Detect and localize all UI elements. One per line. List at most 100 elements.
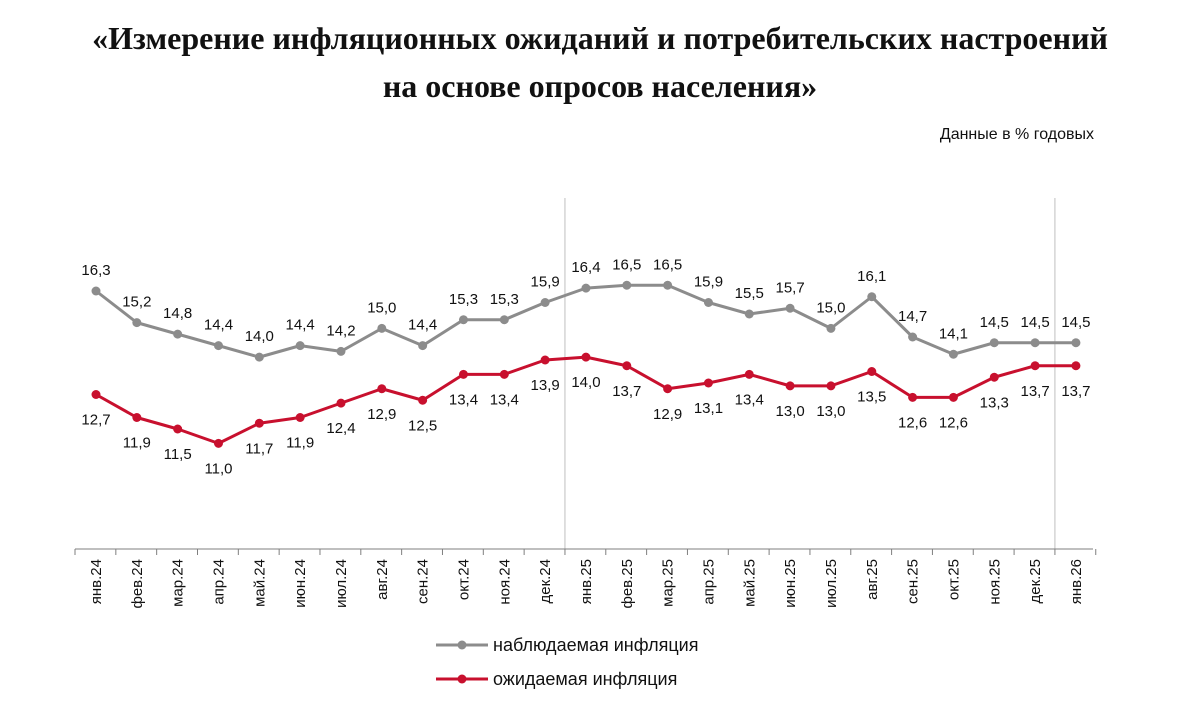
data-point [213, 438, 223, 448]
legend-label: ожидаемая инфляция [493, 669, 677, 689]
data-point [989, 338, 999, 348]
data-point [1071, 338, 1081, 348]
data-point [173, 329, 183, 339]
data-label: 11,7 [245, 440, 273, 457]
legend-swatch-marker [457, 674, 467, 684]
data-point [1030, 338, 1040, 348]
data-label: 15,3 [449, 291, 478, 308]
data-point [744, 309, 754, 319]
data-label: 13,0 [776, 403, 805, 420]
x-tick-label: авг.24 [374, 559, 391, 600]
data-label: 11,9 [123, 435, 151, 452]
data-point [295, 413, 305, 422]
x-tick-label: мар.24 [170, 559, 187, 607]
data-label: 15,5 [735, 285, 764, 302]
data-point [91, 390, 101, 399]
data-point [132, 318, 142, 328]
x-tick-label: фев.25 [619, 559, 636, 609]
data-point [622, 361, 632, 371]
data-label: 13,7 [1061, 383, 1090, 400]
data-label: 16,4 [571, 259, 600, 276]
x-tick-label: янв.25 [578, 559, 595, 604]
chart-title-line-2: на основе опросов населения» [382, 68, 818, 104]
data-point [744, 369, 754, 379]
data-label: 14,2 [326, 322, 355, 339]
data-label: 12,9 [653, 406, 682, 423]
legend: наблюдаемая инфляция ожидаемая инфляция [436, 635, 699, 689]
x-tick-label: мар.25 [660, 559, 677, 607]
data-label: 12,4 [326, 420, 355, 437]
data-point [418, 341, 428, 351]
x-axis-labels: янв.24 фев.24 мар.24 апр.24 май.24 июн.24 июл.… [88, 559, 1085, 609]
data-point [458, 315, 468, 325]
data-label: 14,5 [1020, 314, 1049, 331]
data-label: 14,4 [408, 317, 437, 334]
data-label: 11,0 [204, 460, 232, 477]
data-label: 12,6 [898, 414, 927, 431]
data-point [785, 303, 795, 313]
data-point [948, 349, 958, 359]
data-point [581, 283, 591, 293]
data-label: 14,1 [939, 325, 968, 342]
data-point [336, 346, 346, 356]
x-tick-label: сен.25 [905, 559, 922, 604]
period-separators [564, 198, 1056, 549]
data-label: 14,4 [286, 317, 315, 334]
x-tick-label: авг.25 [864, 559, 881, 600]
x-tick-label: май.24 [251, 559, 268, 607]
x-tick-label: окт.25 [945, 559, 962, 600]
data-label: 12,9 [367, 406, 396, 423]
data-point [295, 341, 305, 351]
data-point [908, 332, 918, 342]
data-point [540, 298, 550, 307]
data-point [499, 315, 509, 325]
data-point [91, 286, 101, 296]
data-point [826, 381, 836, 391]
data-point [132, 413, 142, 422]
data-label: 13,5 [857, 389, 886, 406]
data-point [1030, 361, 1040, 371]
x-tick-label: июл.25 [823, 559, 840, 608]
data-point [336, 398, 346, 408]
data-label: 13,0 [816, 403, 845, 420]
series-line [95, 355, 1076, 445]
data-point [540, 355, 550, 365]
x-tick-label: окт.24 [455, 559, 472, 600]
data-label: 13,7 [612, 383, 641, 400]
data-label: 13,7 [1020, 383, 1049, 400]
x-tick-label: ноя.24 [496, 559, 513, 605]
data-label: 13,4 [735, 391, 764, 408]
data-point [581, 352, 591, 362]
data-point [1071, 361, 1081, 371]
data-point [703, 298, 713, 307]
data-label: 12,6 [939, 414, 968, 431]
x-tick-label: апр.25 [700, 559, 717, 605]
data-label: 16,3 [81, 262, 110, 279]
series-line [95, 283, 1076, 359]
data-point [908, 392, 918, 402]
data-label: 15,0 [367, 299, 396, 316]
data-label: 15,9 [531, 274, 560, 291]
data-point [254, 352, 264, 362]
legend-swatch-marker [457, 640, 467, 650]
data-label: 13,3 [980, 394, 1009, 411]
x-tick-label: сен.24 [415, 559, 432, 604]
data-point [418, 395, 428, 405]
data-label: 14,5 [980, 314, 1009, 331]
x-tick-label: апр.24 [210, 559, 227, 605]
data-label: 14,5 [1061, 314, 1090, 331]
data-point [867, 367, 877, 376]
data-point [826, 323, 836, 333]
data-point [663, 384, 673, 394]
series-2: 12,7 11,9 11,5 11,0 11,7 11,9 12,4 12,9 12,5 13,4… [81, 352, 1091, 477]
data-label: 12,7 [81, 412, 110, 429]
x-tick-label: май.25 [741, 559, 758, 607]
data-label: 15,3 [490, 291, 519, 308]
data-label: 15,7 [776, 279, 805, 296]
x-tick-label: янв.24 [88, 559, 105, 604]
data-label: 13,4 [449, 391, 478, 408]
data-label: 15,2 [122, 294, 151, 311]
data-point [622, 280, 632, 290]
data-label: 11,5 [164, 446, 192, 463]
